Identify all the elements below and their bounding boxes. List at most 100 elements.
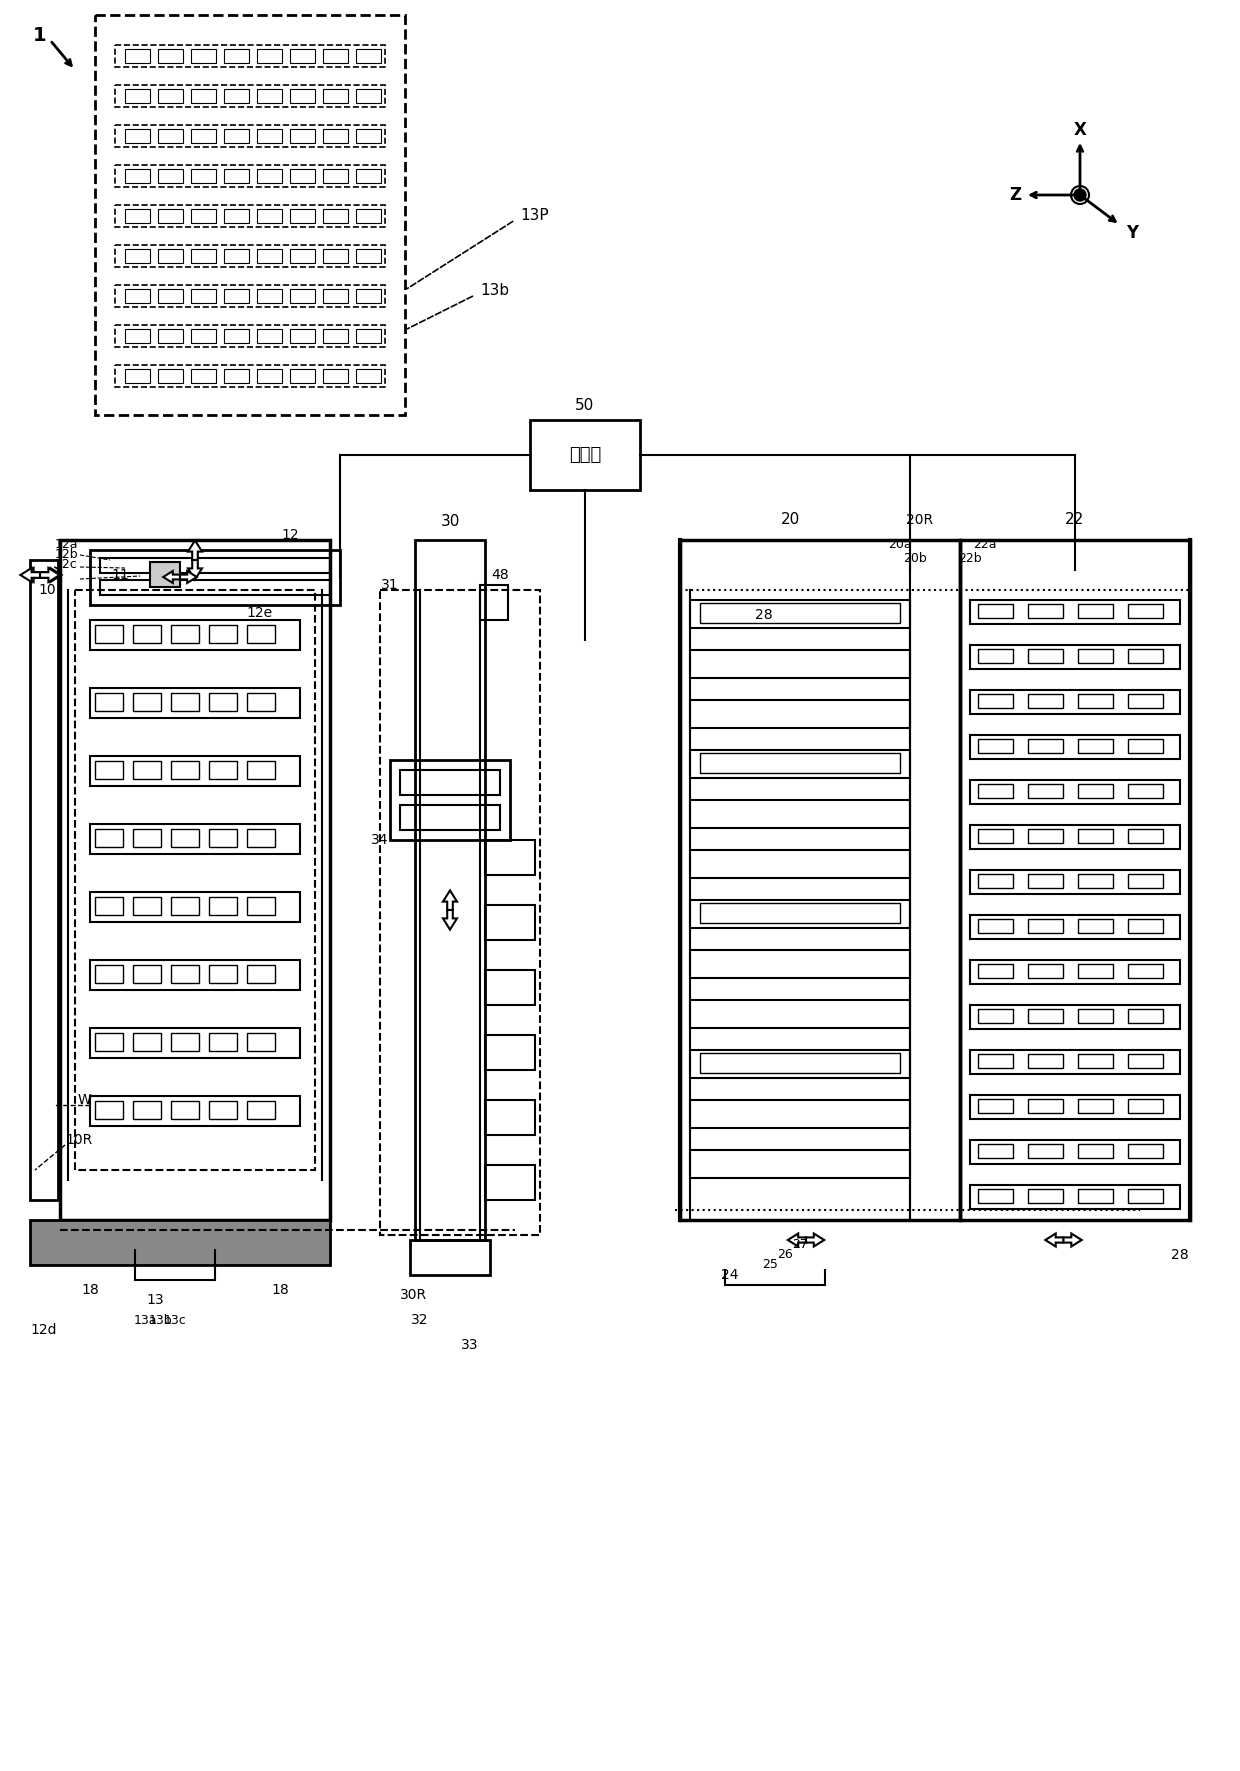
Bar <box>978 875 1013 887</box>
Text: 30R: 30R <box>401 1288 427 1302</box>
Bar <box>689 850 910 878</box>
Bar <box>95 896 123 916</box>
Text: 33: 33 <box>461 1339 479 1351</box>
Bar <box>95 692 123 710</box>
Bar <box>1128 963 1163 978</box>
Bar <box>125 50 150 64</box>
Bar <box>322 209 348 223</box>
Bar <box>171 625 198 643</box>
Bar <box>1028 648 1063 662</box>
Text: 20b: 20b <box>903 551 926 565</box>
Text: 12a: 12a <box>55 538 78 551</box>
Bar <box>133 762 161 779</box>
Bar <box>91 551 340 606</box>
Bar <box>356 368 381 383</box>
Polygon shape <box>164 570 180 583</box>
Bar <box>115 165 384 188</box>
Bar <box>1128 739 1163 753</box>
Bar <box>1028 604 1063 618</box>
Bar <box>1078 875 1114 887</box>
Text: 32: 32 <box>412 1312 429 1326</box>
Bar <box>356 209 381 223</box>
Bar <box>100 579 330 595</box>
Bar <box>91 687 300 717</box>
Bar <box>391 760 510 839</box>
Bar <box>1078 1100 1114 1112</box>
Bar <box>1078 785 1114 799</box>
Bar <box>115 205 384 227</box>
Bar <box>115 365 384 388</box>
Bar <box>257 250 281 264</box>
Polygon shape <box>188 540 202 560</box>
Text: 20R: 20R <box>906 514 934 528</box>
Bar <box>1028 1009 1063 1024</box>
Bar <box>191 89 216 103</box>
Text: 13: 13 <box>146 1293 164 1307</box>
Bar <box>978 963 1013 978</box>
Text: 13P: 13P <box>520 207 548 223</box>
Bar <box>978 1054 1013 1068</box>
Bar <box>95 762 123 779</box>
Bar <box>60 540 330 1220</box>
Bar <box>970 1141 1180 1164</box>
Bar <box>1078 1009 1114 1024</box>
Bar <box>257 368 281 383</box>
Bar <box>91 1096 300 1126</box>
Bar <box>125 168 150 182</box>
Bar <box>1128 875 1163 887</box>
Bar <box>322 129 348 143</box>
Text: 27: 27 <box>792 1238 808 1252</box>
Bar <box>1128 829 1163 843</box>
Bar <box>224 329 249 344</box>
Bar <box>356 168 381 182</box>
Polygon shape <box>180 570 197 583</box>
Bar <box>485 905 534 940</box>
Text: 28: 28 <box>1172 1249 1189 1263</box>
Bar <box>125 250 150 264</box>
Bar <box>210 829 237 847</box>
Bar <box>157 168 184 182</box>
Bar <box>401 770 500 795</box>
Text: 20a: 20a <box>888 538 911 551</box>
Bar <box>978 1100 1013 1112</box>
Bar <box>91 1027 300 1057</box>
Bar <box>257 168 281 182</box>
Text: 31: 31 <box>381 577 399 592</box>
Polygon shape <box>787 1233 806 1247</box>
Bar <box>978 785 1013 799</box>
Bar <box>978 829 1013 843</box>
Bar <box>356 89 381 103</box>
Text: 22b: 22b <box>959 551 982 565</box>
Bar <box>1078 739 1114 753</box>
Bar <box>1028 919 1063 933</box>
Bar <box>290 368 315 383</box>
Bar <box>157 329 184 344</box>
Bar <box>1128 694 1163 708</box>
Text: 12c: 12c <box>55 558 78 572</box>
Text: 18: 18 <box>272 1282 289 1296</box>
Bar <box>1078 1054 1114 1068</box>
Text: 1: 1 <box>33 25 47 44</box>
Bar <box>1028 694 1063 708</box>
Bar <box>171 692 198 710</box>
Bar <box>125 329 150 344</box>
Polygon shape <box>443 910 458 930</box>
Bar <box>978 1144 1013 1158</box>
Bar <box>191 168 216 182</box>
Bar <box>91 756 300 786</box>
Bar <box>415 540 485 1240</box>
Text: 22: 22 <box>1065 512 1085 528</box>
Bar <box>978 919 1013 933</box>
Polygon shape <box>806 1233 825 1247</box>
Bar <box>1028 1188 1063 1203</box>
Bar <box>210 692 237 710</box>
Bar <box>133 692 161 710</box>
Bar <box>322 250 348 264</box>
Bar <box>171 965 198 983</box>
Bar <box>1128 1188 1163 1203</box>
Bar <box>1078 919 1114 933</box>
Bar <box>970 825 1180 848</box>
Bar <box>133 1032 161 1050</box>
Text: 18: 18 <box>81 1282 99 1296</box>
Bar <box>95 829 123 847</box>
